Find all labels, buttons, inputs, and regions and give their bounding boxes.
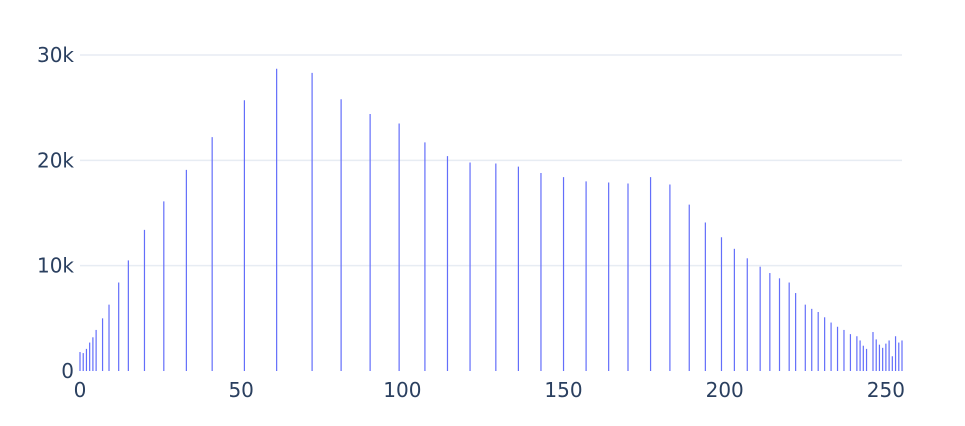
x-tick-label: 250	[867, 378, 905, 402]
x-tick-label: 50	[228, 378, 253, 402]
y-tick-label: 20k	[37, 148, 74, 172]
x-tick-label: 0	[74, 378, 87, 402]
y-tick-label: 0	[61, 359, 74, 383]
x-tick-label: 150	[544, 378, 582, 402]
bars-layer	[79, 68, 903, 371]
grid-layer	[80, 54, 902, 267]
x-tick-label: 200	[706, 378, 744, 402]
y-tick-labels: 0 10k 20k 30k	[37, 43, 74, 383]
x-tick-labels: 0 50 100 150 200 250	[74, 378, 905, 402]
y-tick-label: 30k	[37, 43, 74, 67]
y-tick-label: 10k	[37, 254, 74, 278]
x-tick-label: 100	[383, 378, 421, 402]
